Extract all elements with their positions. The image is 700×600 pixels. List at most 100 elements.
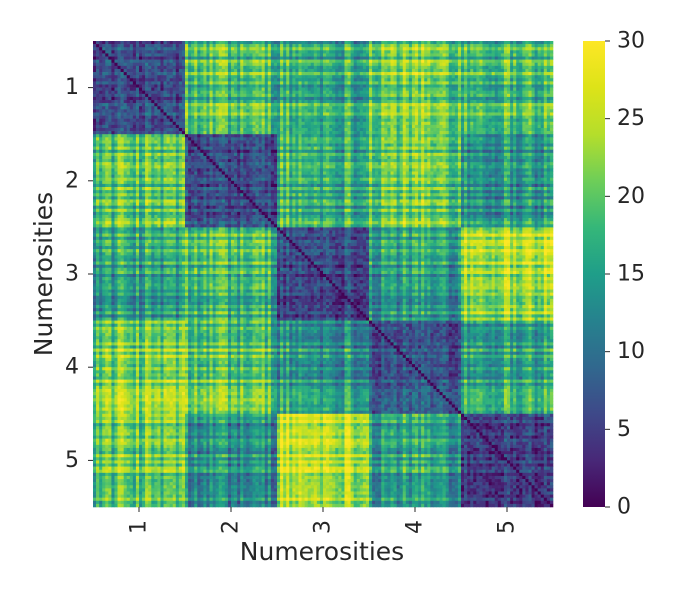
heatmap-cell [255,134,259,138]
heatmap-cell [531,56,535,60]
heatmap-cell [313,109,318,113]
heatmap-cell [488,131,492,135]
heatmap-cell [323,75,327,79]
heatmap-cell [549,131,554,135]
heatmap-cell [439,81,443,85]
heatmap-cell [396,78,400,82]
heatmap-cell [304,47,308,51]
heatmap-cell [172,134,177,138]
heatmap-cell [399,118,404,123]
heatmap-cell [384,90,388,95]
heatmap-cell [408,96,413,101]
heatmap-cell [255,50,259,54]
heatmap-cell [332,41,336,45]
heatmap-cell [108,100,112,104]
heatmap-cell [169,72,174,76]
heatmap-cell [178,56,183,60]
heatmap-cell [197,112,201,116]
heatmap-cell [384,106,388,110]
heatmap-cell [329,115,333,119]
heatmap-cell [221,140,226,144]
heatmap-cell [519,109,523,113]
heatmap-cell [415,109,419,113]
heatmap-cell [393,124,397,129]
heatmap-cell [375,118,379,123]
heatmap-cell [313,134,318,138]
heatmap-cell [203,47,207,51]
heatmap-cell [114,109,118,113]
heatmap-cell [313,87,318,92]
heatmap-cell [427,78,431,82]
heatmap-cell [218,115,223,119]
heatmap-cell [313,50,318,54]
heatmap-cell [231,47,235,51]
heatmap-cell [528,103,532,107]
heatmap-cell [329,121,333,126]
heatmap-cell [507,90,511,95]
heatmap-cell [126,62,131,67]
heatmap-cell [418,124,422,129]
heatmap-cell [172,87,177,92]
heatmap-cell [295,96,299,101]
heatmap-cell [503,56,508,60]
heatmap-cell [537,124,542,129]
heatmap-cell [433,44,437,48]
heatmap-cell [117,140,121,144]
heatmap-cell [114,143,118,147]
heatmap-cell [427,84,431,88]
heatmap-cell [292,127,296,132]
heatmap-cell [172,72,177,76]
heatmap-cell [387,93,391,98]
heatmap-cell [261,127,266,132]
heatmap-cell [292,41,296,45]
heatmap-cell [203,84,207,88]
heatmap-cell [387,112,391,116]
heatmap-cell [157,41,161,45]
heatmap-cell [252,72,256,76]
heatmap-cell [347,121,351,126]
heatmap-cell [356,109,361,113]
heatmap-cell [142,68,146,73]
heatmap-cell [528,131,532,135]
heatmap-cell [295,50,299,54]
heatmap-cell [139,62,143,67]
heatmap-cell [485,50,489,54]
heatmap-cell [283,62,287,67]
heatmap-cell [326,140,330,144]
heatmap-cell [234,124,238,129]
heatmap-cell [470,84,474,88]
heatmap-cell [151,72,155,76]
heatmap-cell [439,127,443,132]
heatmap-cell [114,137,118,141]
heatmap-cell [258,72,262,76]
heatmap-cell [154,127,158,132]
heatmap-cell [154,41,158,45]
heatmap-cell [237,106,241,110]
heatmap-cell [142,115,146,119]
heatmap-cell [461,121,465,126]
heatmap-cell [415,59,419,64]
heatmap-cell [197,56,201,60]
heatmap-cell [93,47,97,51]
heatmap-cell [157,65,161,70]
heatmap-cell [421,78,425,82]
heatmap-cell [203,68,207,73]
heatmap-cell [442,115,446,119]
heatmap-cell [200,90,204,95]
heatmap-cell [157,134,161,138]
heatmap-cell [335,65,339,70]
heatmap-cell [338,93,342,98]
heatmap-cell [448,68,453,73]
heatmap-cell [181,84,186,88]
heatmap-cell [292,50,296,54]
heatmap-cell [215,68,220,73]
heatmap-cell [362,100,367,104]
heatmap-cell [344,65,348,70]
heatmap-cell [427,72,431,76]
heatmap-cell [479,112,483,116]
heatmap-cell [237,84,241,88]
heatmap-cell [261,118,266,123]
heatmap-cell [304,131,308,135]
heatmap-cell [215,72,220,76]
heatmap-cell [301,140,305,144]
